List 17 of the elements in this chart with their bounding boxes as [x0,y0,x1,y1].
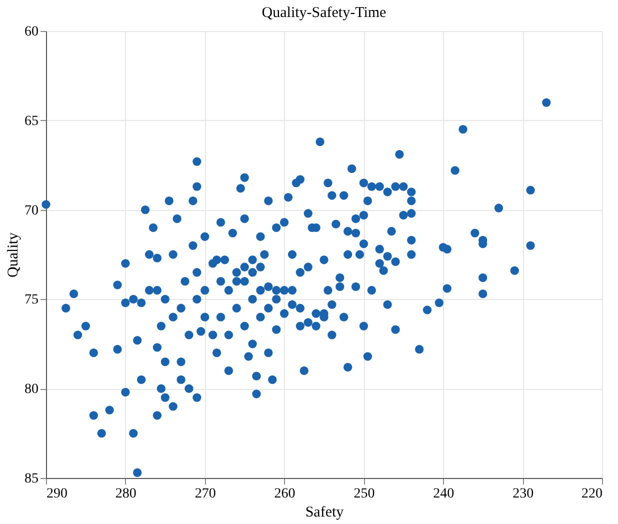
y-tick-label: 70 [24,203,38,218]
y-tick-label: 75 [24,292,38,308]
y-tick-label: 60 [24,24,38,40]
y-tick-label: 65 [24,114,38,129]
x-axis-title: Safety [305,504,344,520]
chart-title: Quality-Safety-Time [262,5,387,21]
x-tick-label: 290 [46,486,68,502]
x-tick-label: 280 [115,486,136,502]
x-tick-label: 260 [274,486,296,502]
y-tick-label: 80 [24,382,38,398]
x-tick-label: 240 [433,486,454,502]
y-axis-title: Quality [6,232,22,278]
x-tick-label: 220 [582,486,602,502]
y-tick-label: 85 [24,472,38,486]
x-tick-label: 230 [512,486,534,502]
x-tick-label: 270 [194,486,216,502]
x-tick-label: 250 [354,486,375,502]
